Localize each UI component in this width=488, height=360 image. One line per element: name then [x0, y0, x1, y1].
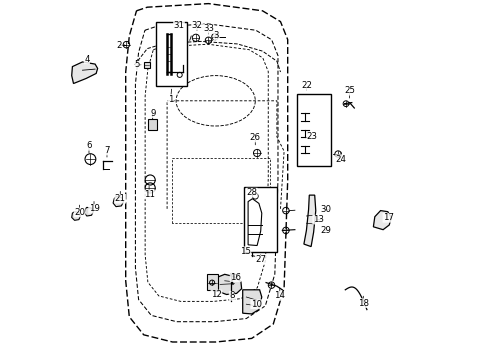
- Text: 3: 3: [213, 31, 219, 40]
- Text: 12: 12: [210, 290, 222, 299]
- Text: 32: 32: [191, 21, 202, 30]
- Text: 6: 6: [86, 141, 92, 150]
- Text: 18: 18: [357, 299, 368, 307]
- Text: 20: 20: [74, 208, 85, 217]
- Polygon shape: [242, 290, 261, 314]
- Bar: [143, 62, 150, 68]
- Polygon shape: [84, 207, 93, 216]
- Polygon shape: [303, 195, 315, 247]
- Polygon shape: [72, 212, 80, 220]
- Bar: [148, 119, 157, 130]
- Text: 24: 24: [335, 154, 346, 163]
- Text: 15: 15: [240, 247, 250, 256]
- Text: 9: 9: [150, 109, 155, 118]
- Text: 27: 27: [255, 256, 265, 264]
- Text: 22: 22: [300, 81, 311, 90]
- Text: 2: 2: [117, 40, 122, 49]
- FancyBboxPatch shape: [244, 187, 276, 252]
- Text: 4: 4: [84, 55, 89, 64]
- Polygon shape: [72, 62, 98, 84]
- Text: 19: 19: [88, 204, 99, 213]
- Text: 26: 26: [249, 133, 260, 142]
- Text: 23: 23: [306, 132, 317, 141]
- Bar: [206, 274, 217, 290]
- Text: 14: 14: [274, 292, 285, 300]
- Text: 10: 10: [250, 300, 261, 309]
- Text: 8: 8: [229, 292, 234, 300]
- Text: 29: 29: [320, 226, 331, 235]
- Text: 25: 25: [344, 86, 354, 95]
- Polygon shape: [213, 274, 241, 294]
- Text: 28: 28: [246, 188, 257, 197]
- Text: 33: 33: [203, 24, 214, 33]
- Text: 11: 11: [143, 190, 154, 199]
- Text: 31: 31: [173, 21, 184, 30]
- Text: 7: 7: [104, 146, 109, 155]
- Polygon shape: [373, 211, 390, 230]
- Text: 16: 16: [230, 273, 241, 282]
- Text: 1: 1: [167, 94, 173, 104]
- Text: 13: 13: [312, 215, 323, 224]
- Text: 30: 30: [320, 205, 331, 214]
- Text: 5: 5: [134, 60, 140, 69]
- FancyBboxPatch shape: [156, 22, 186, 86]
- FancyBboxPatch shape: [296, 94, 330, 166]
- Text: 21: 21: [115, 194, 125, 203]
- Text: 17: 17: [382, 213, 393, 222]
- Polygon shape: [113, 197, 123, 207]
